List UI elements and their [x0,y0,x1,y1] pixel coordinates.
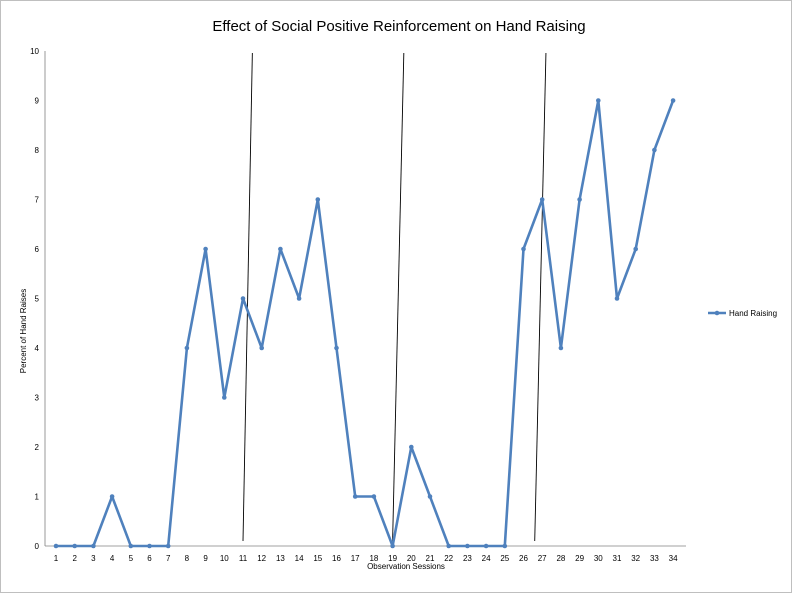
series-hand-raising [53,98,676,549]
data-point [539,197,545,202]
data-point [502,543,508,549]
data-point [427,494,433,499]
phase-change-lines [242,52,547,542]
x-tick-label: 10 [220,554,229,563]
data-point [278,246,283,252]
data-point [670,98,676,103]
data-point [72,543,77,549]
x-tick-label: 25 [500,554,509,563]
x-tick-labels: 1 2 3 4 5 6 7 8 9 10 11 12 13 14 15 16 17 18 19 20 21 22 23 24 2… [54,554,678,563]
x-tick-label: 4 [110,554,115,563]
x-tick-label: 29 [575,554,584,563]
chart-title: Effect of Social Positive Reinforcement … [212,18,585,35]
data-point [614,296,620,301]
y-tick-label: 5 [35,295,40,304]
x-tick-label: 14 [295,554,304,563]
series-line [56,99,675,548]
data-point [315,197,321,202]
y-tick-label: 4 [35,344,40,353]
x-tick-label: 2 [72,554,77,563]
data-point [390,543,395,549]
x-tick-label: 16 [332,554,341,563]
data-point [577,197,582,202]
data-point [147,543,152,549]
x-tick-label: 5 [129,554,134,563]
data-point [184,345,190,351]
legend: Hand Raising [708,309,777,318]
x-tick-label: 22 [444,554,453,563]
legend-point-marker [714,310,720,316]
data-point [165,543,171,549]
x-tick-label: 17 [351,554,360,563]
y-axis-title: Percent of Hand Raises [19,289,28,374]
data-point [409,444,414,450]
x-tick-label: 27 [538,554,547,563]
x-tick-label: 24 [482,554,491,563]
y-tick-label: 8 [35,146,40,155]
x-tick-label: 8 [185,554,190,563]
x-tick-label: 33 [650,554,659,563]
data-point [596,98,601,103]
x-tick-label: 7 [166,554,171,563]
data-point [203,246,208,252]
y-tick-labels: 0 1 2 3 4 5 6 7 8 9 10 [30,47,39,551]
x-tick-label: 9 [203,554,208,563]
x-tick-label: 31 [613,554,622,563]
data-point [334,345,339,351]
data-point [128,543,134,549]
x-tick-label: 18 [369,554,378,563]
data-point [109,494,115,499]
data-point [53,543,59,549]
data-point [371,494,377,499]
x-tick-label: 15 [313,554,322,563]
x-tick-label: 21 [426,554,435,563]
x-tick-label: 12 [257,554,266,563]
data-point [296,296,302,301]
data-point [352,494,358,499]
x-tick-label: 1 [54,554,59,563]
phase-change-line [392,52,405,542]
y-tick-label: 6 [35,245,40,254]
data-point [240,296,246,301]
phase-change-line [534,52,547,542]
data-point [483,543,489,549]
data-point [652,147,657,153]
y-tick-label: 2 [35,443,40,452]
y-tick-label: 10 [30,47,39,56]
x-tick-label: 28 [556,554,565,563]
data-point [91,543,96,549]
data-point [446,543,452,549]
data-point [259,345,265,351]
x-axis-title: Observation Sessions [367,562,445,571]
x-tick-label: 19 [388,554,397,563]
data-point [633,246,638,252]
legend-label-hand-raising: Hand Raising [729,309,777,318]
x-tick-label: 34 [669,554,678,563]
x-tick-label: 3 [91,554,96,563]
x-tick-label: 23 [463,554,472,563]
y-tick-label: 0 [35,542,40,551]
x-tick-label: 11 [239,554,248,563]
y-tick-label: 3 [35,394,40,403]
x-tick-label: 26 [519,554,528,563]
x-tick-label: 32 [631,554,640,563]
data-point [222,395,227,400]
y-tick-label: 9 [35,97,40,106]
data-point [465,543,470,549]
phase-change-line [242,52,253,542]
y-tick-label: 7 [35,196,40,205]
x-tick-label: 30 [594,554,603,563]
x-tick-label: 20 [407,554,416,563]
x-tick-label: 6 [147,554,152,563]
x-tick-label: 13 [276,554,285,563]
data-point [521,246,526,252]
y-tick-label: 1 [35,493,40,502]
data-point [558,345,564,351]
